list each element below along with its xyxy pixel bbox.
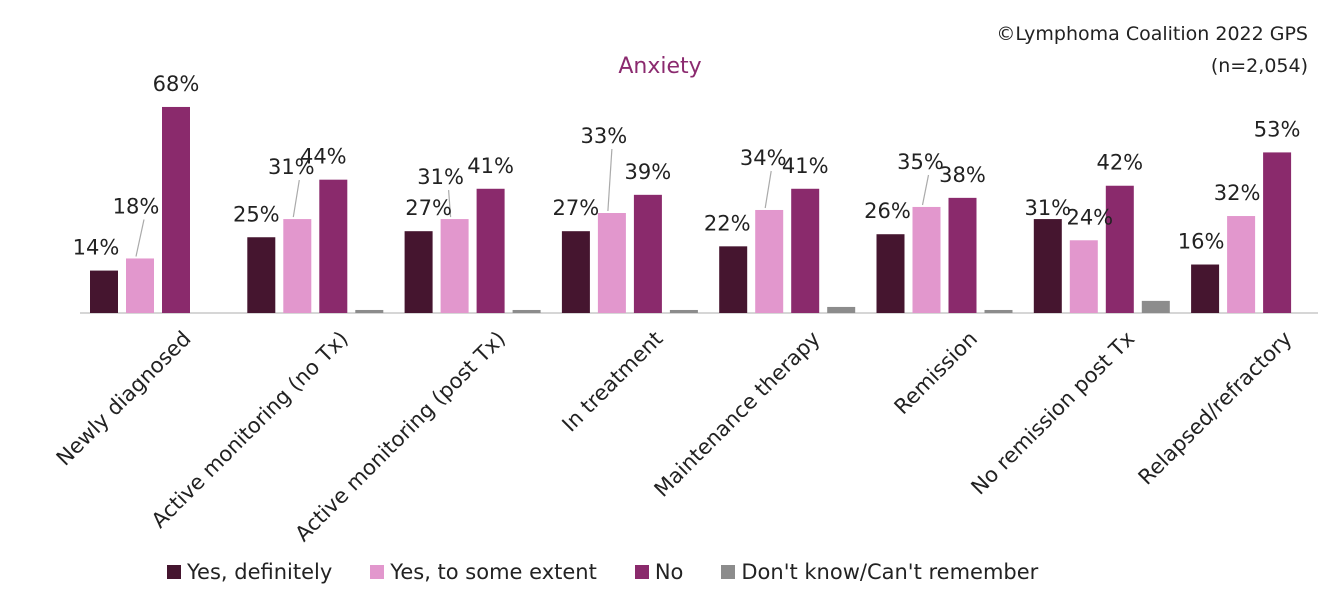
legend-label: Yes, definitely — [187, 560, 333, 584]
bar-no-0 — [162, 106, 190, 314]
bar-no-1 — [319, 179, 348, 313]
data-labels-group: 14%18%68%25%31%44%27%31% 41%27%33%39%22%3… — [73, 72, 1301, 260]
data-label: 27% — [405, 196, 452, 220]
leader-line — [764, 170, 772, 209]
bar-no-5 — [948, 197, 977, 313]
legend-label: Yes, to some extent — [390, 560, 597, 584]
data-label: 68% — [153, 72, 200, 96]
legend-swatch — [167, 565, 181, 579]
bar-yes-to-some-extent-5 — [912, 206, 941, 313]
leader-line — [135, 219, 145, 257]
legend: Yes, definitely Yes, to some extent No Don'… — [167, 560, 1038, 584]
bar-yes-to-some-extent-0 — [126, 258, 154, 313]
bar-yes-to-some-extent-2 — [440, 219, 469, 313]
data-label: 39% — [625, 160, 672, 184]
category-label: Newly diagnosed — [52, 327, 196, 471]
legend-swatch — [370, 565, 385, 579]
bar-no-7 — [1263, 152, 1292, 313]
leader-line — [607, 148, 613, 212]
legend-label: No — [654, 560, 684, 584]
bar-yes-to-some-extent-1 — [283, 219, 312, 313]
bar-don-t-know-can-t-remember-6 — [1141, 300, 1170, 313]
data-label: 42% — [1096, 151, 1143, 175]
data-label: 27% — [553, 196, 600, 220]
category-label: In treatment — [557, 327, 667, 437]
bars-group — [90, 106, 1292, 314]
data-label: 31% — [268, 155, 315, 179]
bar-yes-to-some-extent-4 — [755, 209, 784, 313]
leader-line — [292, 179, 300, 218]
data-label: 34% — [740, 146, 787, 170]
data-label: 32% — [1214, 181, 1261, 205]
leader-line — [448, 190, 452, 218]
bar-no-6 — [1105, 185, 1134, 313]
bar-no-3 — [633, 194, 662, 313]
data-label: 24% — [1066, 205, 1113, 229]
category-label: Maintenance therapy — [650, 327, 825, 502]
bar-yes-to-some-extent-6 — [1069, 240, 1098, 313]
chart-title: Anxiety — [618, 54, 701, 79]
bar-don-t-know-can-t-remember-3 — [669, 309, 698, 313]
data-label: 18% — [113, 194, 160, 218]
data-label: 14% — [73, 236, 120, 260]
category-label: Remission — [890, 327, 982, 419]
data-label: 44% — [300, 145, 347, 169]
data-label: 31% — [1024, 196, 1071, 220]
bar-yes-definitely-1 — [247, 237, 276, 313]
legend-item: Yes, definitely — [167, 560, 332, 584]
bar-don-t-know-can-t-remember-4 — [827, 306, 856, 313]
sample-size-text: (n=2,054) — [1211, 55, 1308, 77]
legend-label: Don't know/Can't remember — [741, 560, 1039, 584]
category-label: No remission post Tx — [966, 327, 1139, 500]
data-label: 35% — [897, 150, 944, 174]
data-label: 31% — [417, 165, 464, 189]
data-label: 41% — [782, 154, 829, 178]
data-label: 16% — [1178, 230, 1225, 254]
legend-swatch — [634, 565, 649, 579]
bar-yes-definitely-6 — [1033, 219, 1062, 313]
bar-yes-definitely-3 — [561, 231, 590, 313]
data-label: 41% — [467, 154, 514, 178]
bar-yes-definitely-5 — [876, 234, 905, 313]
data-label: 26% — [864, 199, 911, 223]
bar-yes-to-some-extent-7 — [1227, 216, 1256, 313]
bar-don-t-know-can-t-remember-5 — [984, 309, 1013, 313]
data-label: 53% — [1254, 117, 1301, 141]
data-label: 33% — [581, 124, 628, 148]
legend-item: Yes, to some extent — [370, 560, 597, 584]
data-label: 22% — [704, 211, 751, 235]
legend-swatch — [721, 565, 736, 579]
bar-yes-definitely-7 — [1191, 264, 1220, 313]
bar-no-4 — [791, 188, 820, 313]
category-label: Relapsed/refractory — [1134, 327, 1297, 490]
legend-item: Don't know/Can't remember — [721, 560, 1038, 584]
bar-yes-to-some-extent-3 — [597, 213, 626, 313]
leader-lines — [135, 148, 930, 257]
bar-no-2 — [476, 188, 505, 313]
chart: ©Lymphoma Coalition 2022 GPS (n=2,054) A… — [52, 23, 1318, 547]
leader-line — [921, 174, 930, 206]
bar-yes-definitely-0 — [90, 270, 118, 313]
bar-don-t-know-can-t-remember-1 — [355, 309, 384, 313]
legend-item: No — [634, 560, 684, 584]
bar-yes-definitely-4 — [719, 246, 748, 313]
data-label: 25% — [233, 202, 280, 226]
copyright-text: ©Lymphoma Coalition 2022 GPS — [996, 23, 1308, 45]
bar-yes-definitely-2 — [404, 231, 433, 313]
bar-don-t-know-can-t-remember-2 — [512, 309, 541, 313]
data-label: 38% — [939, 163, 986, 187]
